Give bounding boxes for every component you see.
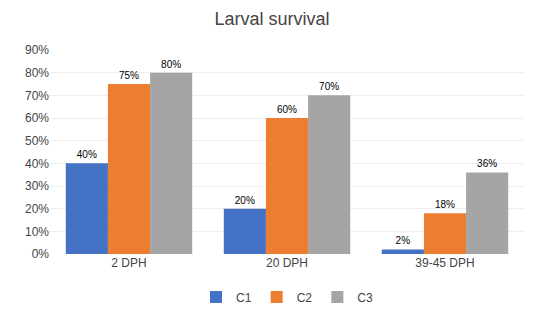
svg-text:70%: 70% bbox=[25, 89, 49, 103]
svg-text:20 DPH: 20 DPH bbox=[266, 256, 308, 270]
svg-text:2 DPH: 2 DPH bbox=[111, 256, 146, 270]
svg-text:18%: 18% bbox=[435, 199, 455, 210]
svg-text:50%: 50% bbox=[25, 134, 49, 148]
svg-text:30%: 30% bbox=[25, 179, 49, 193]
svg-text:40%: 40% bbox=[25, 157, 49, 171]
svg-text:10%: 10% bbox=[25, 225, 49, 239]
svg-text:39-45 DPH: 39-45 DPH bbox=[415, 256, 474, 270]
svg-text:75%: 75% bbox=[119, 70, 139, 81]
svg-text:0%: 0% bbox=[32, 247, 50, 261]
svg-text:80%: 80% bbox=[25, 66, 49, 80]
svg-text:90%: 90% bbox=[25, 43, 49, 57]
svg-text:C3: C3 bbox=[357, 291, 373, 305]
svg-text:C2: C2 bbox=[297, 291, 313, 305]
svg-text:36%: 36% bbox=[477, 158, 497, 169]
svg-text:20%: 20% bbox=[235, 195, 255, 206]
svg-text:60%: 60% bbox=[277, 104, 297, 115]
svg-text:Larval survival: Larval survival bbox=[214, 9, 329, 29]
svg-text:80%: 80% bbox=[161, 59, 181, 70]
svg-text:2%: 2% bbox=[396, 235, 411, 246]
svg-text:C1: C1 bbox=[236, 291, 252, 305]
svg-text:40%: 40% bbox=[77, 149, 97, 160]
svg-text:20%: 20% bbox=[25, 202, 49, 216]
svg-text:60%: 60% bbox=[25, 111, 49, 125]
svg-text:70%: 70% bbox=[319, 81, 339, 92]
